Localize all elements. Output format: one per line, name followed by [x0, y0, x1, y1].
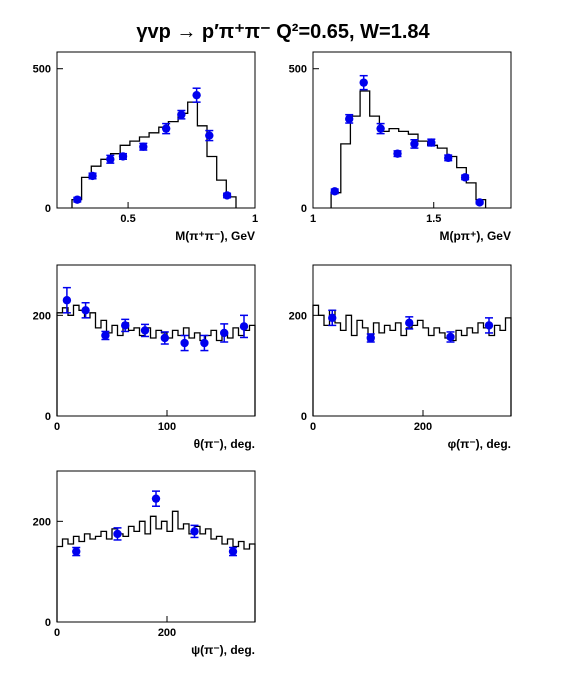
panel-2: 0 100 0 200 θ(π⁻), deg. [33, 264, 256, 451]
histogram-series [330, 90, 487, 208]
histogram-series [312, 304, 512, 416]
data-point [73, 195, 82, 204]
y-tick-label: 0 [45, 617, 51, 629]
data-point [118, 152, 128, 161]
data-point [330, 187, 339, 196]
x-axis-label: ψ(π⁻), deg. [191, 643, 255, 657]
data-point [328, 313, 337, 323]
x-tick-label: 200 [414, 421, 432, 433]
data-point [393, 149, 402, 158]
data-point [228, 547, 238, 556]
x-tick-label: 0 [54, 627, 60, 639]
histogram-series [56, 510, 256, 622]
x-tick-label: 0 [54, 421, 60, 433]
x-axis-label: θ(π⁻), deg. [194, 437, 255, 451]
plot-frame [312, 264, 512, 417]
data-point [113, 529, 122, 539]
data-point [444, 153, 453, 163]
data-point [81, 306, 90, 315]
data-point [345, 114, 354, 124]
data-point [160, 333, 169, 343]
panel-1: 1 1.5 0 500 M(pπ⁺), GeV [289, 51, 512, 243]
data-point [190, 527, 199, 536]
x-axis-label: M(π⁺π⁻), GeV [175, 229, 255, 243]
histogram-series [56, 304, 256, 416]
data-point [410, 139, 419, 149]
x-tick-label: 100 [158, 421, 176, 433]
data-point [121, 321, 130, 330]
y-tick-label: 0 [45, 411, 51, 423]
figure-title: γvp → p′π⁺π⁻ Q²=0.65, W=1.84 [136, 21, 430, 43]
data-point [427, 138, 436, 147]
data-point [475, 198, 484, 207]
x-tick-label: 1 [252, 213, 258, 225]
data-point [222, 191, 232, 200]
data-point [151, 494, 161, 503]
y-tick-label: 0 [301, 203, 307, 215]
y-tick-label: 200 [33, 310, 51, 322]
x-axis-label: M(pπ⁺), GeV [439, 229, 511, 243]
data-point [366, 333, 375, 343]
panel-0: 0.5 1 0 500 M(π⁺π⁻), GeV [33, 51, 258, 243]
data-point [220, 328, 229, 338]
y-tick-label: 200 [289, 310, 307, 322]
y-tick-label: 500 [289, 64, 307, 76]
x-axis-label: φ(π⁻), deg. [448, 437, 511, 451]
data-point [192, 90, 201, 100]
data-point [139, 142, 148, 151]
panel-3: 0 200 0 200 φ(π⁻), deg. [289, 264, 512, 451]
y-tick-label: 200 [33, 516, 51, 528]
histogram-series [71, 101, 237, 208]
data-point [161, 124, 171, 133]
data-point [484, 321, 494, 330]
data-point [177, 110, 186, 119]
data-point [106, 155, 115, 164]
plot-frame [56, 51, 256, 209]
data-point [405, 318, 414, 328]
data-point [460, 173, 470, 182]
x-tick-label: 1 [310, 213, 316, 225]
data-point [376, 124, 385, 133]
plot-frame [56, 264, 256, 417]
y-tick-label: 0 [301, 411, 307, 423]
data-point [62, 296, 72, 305]
y-tick-label: 500 [33, 64, 51, 76]
panel-4: 0 200 0 200 ψ(π⁻), deg. [33, 470, 256, 657]
x-tick-label: 0.5 [120, 213, 135, 225]
data-point [205, 131, 214, 140]
x-tick-label: 0 [310, 421, 316, 433]
data-point [140, 326, 150, 335]
data-point [180, 338, 189, 348]
x-tick-label: 200 [158, 627, 176, 639]
data-point [101, 331, 110, 340]
y-tick-label: 0 [45, 203, 51, 215]
plot-frame [312, 51, 512, 209]
x-tick-label: 1.5 [426, 213, 441, 225]
data-point [446, 332, 455, 342]
data-point [239, 322, 249, 331]
data-point [88, 171, 97, 181]
data-point [359, 78, 368, 87]
data-point [72, 547, 81, 556]
data-point [200, 338, 209, 348]
